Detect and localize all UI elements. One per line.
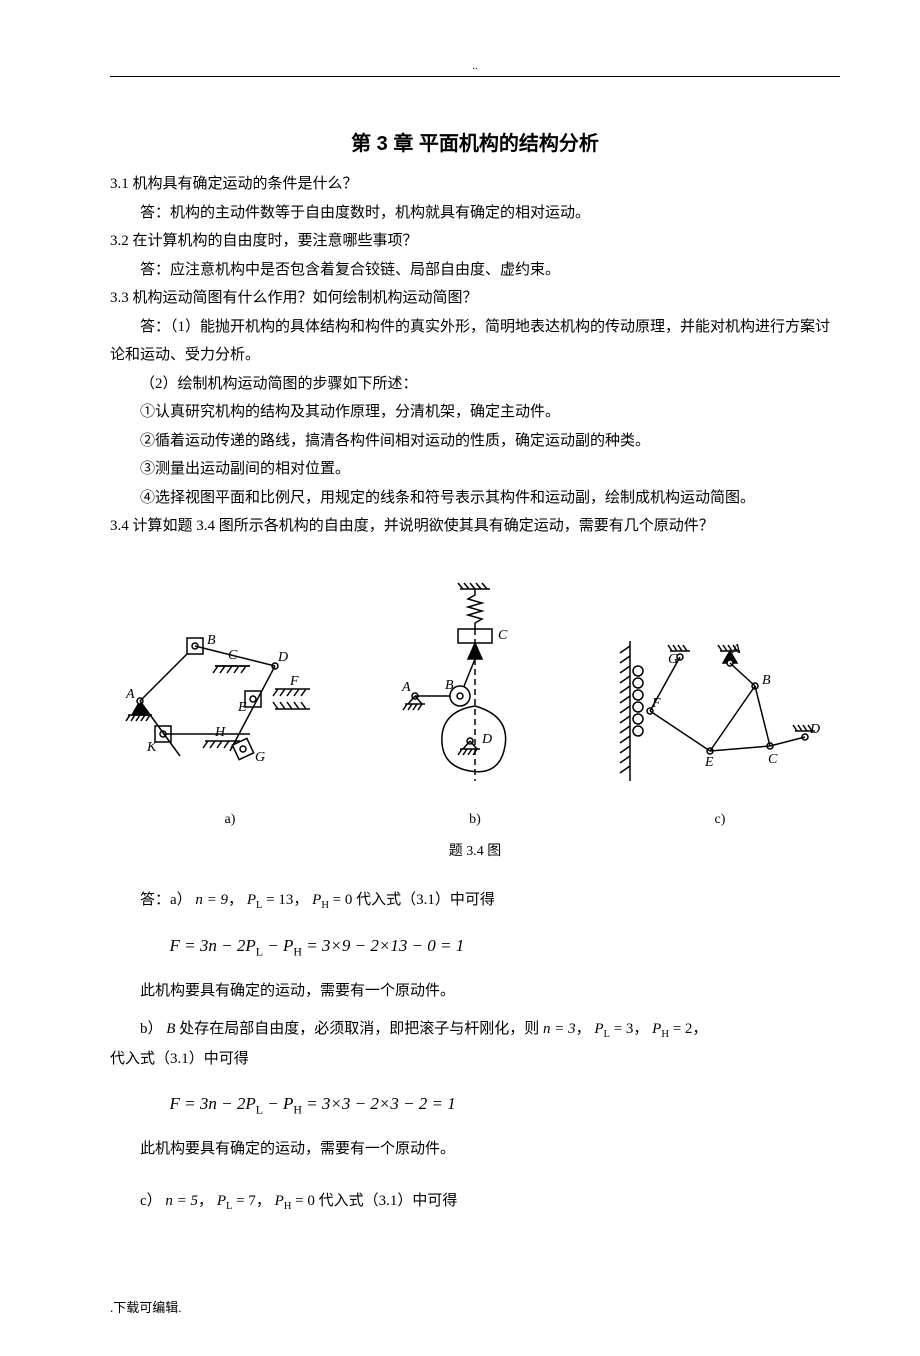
ph-sym-2: PH = 2 — [652, 1021, 692, 1037]
comma-2: ， — [293, 892, 308, 908]
chapter-title: 第 3 章 平面机构的结构分析 — [110, 127, 840, 156]
svg-text:A: A — [125, 687, 135, 702]
ph-sym-3: PH = 0 — [275, 1193, 315, 1209]
footer-text: .下载可编辑. — [110, 1297, 840, 1316]
fig-c-label: c) — [610, 807, 830, 834]
ans-c-post: 代入式（3.1）中可得 — [319, 1193, 458, 1209]
n-eq-5: n = 5 — [165, 1193, 198, 1209]
formula-b: F = 3n − 2PL − PH = 3×3 − 2×3 − 2 = 1 — [170, 1088, 841, 1121]
after-a: 此机构要具有确定的运动，需要有一个原动件。 — [110, 977, 840, 1006]
formula-a: F = 3n − 2PL − PH = 3×9 − 2×13 − 0 = 1 — [170, 930, 841, 963]
ph-sym-1: PH = 0 — [312, 892, 352, 908]
svg-text:D: D — [481, 732, 492, 747]
svg-text:G: G — [668, 652, 678, 667]
svg-text:B: B — [762, 673, 771, 688]
after-b: 此机构要具有确定的运动，需要有一个原动件。 — [110, 1135, 840, 1164]
comma-4: ， — [633, 1021, 648, 1037]
comma-3: ， — [576, 1021, 591, 1037]
comma-7: ， — [256, 1193, 271, 1209]
q33-step-4: ④选择视图平面和比例尺，用规定的线条和符号表示其构件和运动副，绘制成机构运动简图… — [110, 484, 840, 513]
svg-text:B: B — [207, 633, 216, 648]
comma-1: ， — [228, 892, 243, 908]
ans-b-pre: b） — [140, 1021, 163, 1037]
svg-text:E: E — [237, 700, 247, 715]
figure-row: A B C D — [110, 581, 840, 834]
q33-step-3: ③测量出运动副间的相对位置。 — [110, 455, 840, 484]
svg-text:D: D — [277, 650, 288, 665]
svg-text:H: H — [214, 725, 226, 740]
q33-answer-2: （2）绘制机构运动简图的步骤如下所述： — [110, 370, 840, 399]
svg-text:A: A — [731, 642, 741, 657]
answer-c-line: c） n = 5， PL = 7， PH = 0 代入式（3.1）中可得 — [110, 1187, 840, 1217]
q33-step-1: ①认真研究机构的结构及其动作原理，分清机架，确定主动件。 — [110, 398, 840, 427]
q33-title: 3.3 机构运动简图有什么作用？如何绘制机构运动简图？ — [110, 284, 840, 313]
q33-answer-1: 答：（1）能抛开机构的具体结构和构件的真实外形，简明地表达机构的传动原理，并能对… — [110, 313, 840, 370]
comma-5: ， — [692, 1021, 707, 1037]
svg-text:F: F — [289, 674, 299, 689]
diagram-b: C A B — [390, 581, 560, 834]
fig-a-label: a) — [120, 807, 340, 834]
pl-sym-3: PL = 7 — [217, 1193, 256, 1209]
svg-text:E: E — [704, 755, 714, 770]
ans-a-pre: 答：a） — [140, 892, 192, 908]
q32-title: 3.2 在计算机构的自由度时，要注意哪些事项？ — [110, 227, 840, 256]
q31-answer: 答：机构的主动件数等于自由度数时，机构就具有确定的相对运动。 — [110, 199, 840, 228]
diagram-c: F G A B — [610, 611, 830, 834]
svg-text:B: B — [445, 678, 454, 693]
svg-text:C: C — [768, 752, 778, 767]
svg-text:A: A — [401, 680, 411, 695]
ans-c-pre: c） — [140, 1193, 162, 1209]
comma-6: ， — [198, 1193, 213, 1209]
ans-b-mid: 处存在局部自由度，必须取消，即把滚子与杆刚化，则 — [175, 1021, 543, 1037]
pl-sym-1: PL = 13 — [247, 892, 294, 908]
fig-b-label: b) — [390, 807, 560, 834]
svg-text:D: D — [809, 722, 820, 737]
answer-a-line: 答：a） n = 9， PL = 13， PH = 0 代入式（3.1）中可得 — [110, 886, 840, 916]
ans-a-post: 代入式（3.1）中可得 — [356, 892, 495, 908]
figure-caption: 题 3.4 图 — [110, 839, 840, 866]
n-eq-9: n = 9 — [195, 892, 228, 908]
header-mark: .. — [110, 60, 840, 77]
svg-text:C: C — [498, 628, 508, 643]
svg-text:F: F — [651, 696, 661, 711]
b-line2: 代入式（3.1）中可得 — [110, 1045, 840, 1074]
q34-title: 3.4 计算如题 3.4 图所示各机构的自由度，并说明欲使其具有确定运动，需要有… — [110, 512, 840, 541]
svg-text:K: K — [146, 740, 157, 755]
answer-b-line: b） B 处存在局部自由度，必须取消，即把滚子与杆刚化，则 n = 3， PL … — [110, 1015, 840, 1045]
q31-title: 3.1 机构具有确定运动的条件是什么？ — [110, 170, 840, 199]
pl-sym-2: PL = 3 — [594, 1021, 633, 1037]
q32-answer: 答：应注意机构中是否包含着复合铰链、局部自由度、虚约束。 — [110, 256, 840, 285]
q33-step-2: ②循着运动传递的路线，搞清各构件间相对运动的性质，确定运动副的种类。 — [110, 427, 840, 456]
diagram-a: A B C D — [120, 611, 340, 834]
n-eq-3: n = 3 — [543, 1021, 576, 1037]
svg-text:G: G — [255, 750, 265, 765]
